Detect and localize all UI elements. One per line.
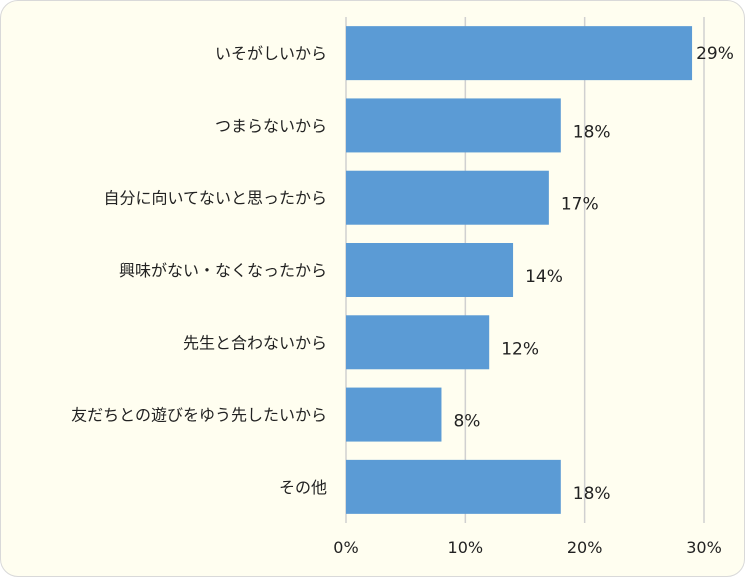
data-label: 18% — [573, 484, 611, 504]
x-tick-label: 10% — [448, 538, 484, 557]
category-label: 友だちとの遊びをゆう先したいから — [71, 406, 327, 425]
bar — [346, 387, 442, 442]
x-tick-label: 30% — [686, 538, 722, 557]
bar — [346, 26, 693, 81]
data-label: 29% — [696, 44, 734, 64]
bar — [346, 315, 490, 370]
data-label: 18% — [573, 122, 611, 142]
x-tick-label: 0% — [333, 538, 358, 557]
bar — [346, 170, 549, 225]
value-labels: 29% 18% 17% 14% 12% 8% 18% — [453, 44, 733, 504]
bar — [346, 459, 561, 514]
category-labels: いそがしいからつまらないから自分に向いてないと思ったから興味がない・なくなったか… — [71, 44, 327, 497]
category-label: つまらないから — [215, 116, 327, 135]
category-label: 興味がない・なくなったから — [119, 261, 327, 280]
data-label: 17% — [561, 195, 599, 215]
bars — [346, 26, 693, 514]
x-axis-tick-labels: 0% 10% 20% 30% — [333, 538, 721, 557]
data-label: 8% — [453, 412, 480, 432]
x-tick-label: 20% — [567, 538, 603, 557]
data-label: 14% — [525, 267, 563, 287]
category-label: その他 — [279, 478, 327, 497]
category-label: 先生と合わないから — [183, 333, 327, 352]
data-label: 12% — [501, 339, 539, 359]
bar — [346, 243, 514, 297]
bar — [346, 98, 561, 153]
category-label: いそがしいから — [215, 44, 327, 63]
category-label: 自分に向いてないと思ったから — [103, 189, 327, 208]
